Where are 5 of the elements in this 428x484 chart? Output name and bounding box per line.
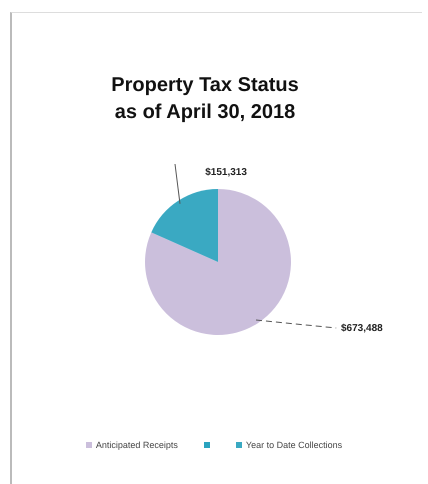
legend-label: Year to Date Collections [246, 440, 342, 450]
data-label: $151,313 [205, 166, 248, 178]
chart-title: Property Tax Status as of April 30, 2018 [110, 73, 300, 125]
legend-label: Anticipated Receipts [96, 440, 178, 450]
data-label: $673,488 [341, 322, 384, 334]
